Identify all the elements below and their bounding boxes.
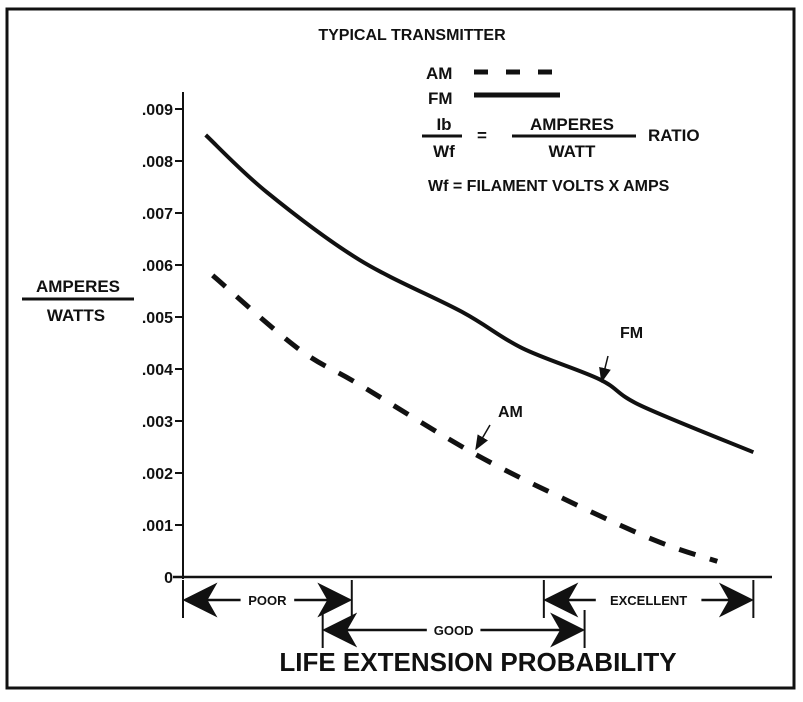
annotations-layer: FM AM [475, 325, 643, 451]
y-tick-label: .007 [142, 206, 173, 223]
range-poor-label: POOR [248, 593, 287, 608]
ylabel-denominator: WATTS [47, 306, 105, 325]
frame [5, 7, 796, 690]
annotation-am-label: AM [498, 404, 523, 421]
range-poor: POOR [182, 580, 353, 618]
ylabel-numerator: AMPERES [36, 277, 120, 296]
y-tick-label: .005 [142, 310, 173, 327]
series-am-line [211, 273, 719, 564]
x-axis-title: LIFE EXTENSION PROBABILITY [279, 647, 676, 677]
formula-lhs-num: Ib [436, 115, 451, 134]
formula-rhs-den: WATT [549, 142, 597, 161]
legend-fm-label: FM [428, 89, 453, 108]
y-tick-label: .002 [142, 466, 173, 483]
formula-lhs-den: Wf [433, 142, 455, 161]
y-tick-label: .009 [142, 102, 173, 119]
y-tick-label: .008 [142, 154, 173, 171]
range-good-label: GOOD [434, 623, 474, 638]
legend-am-label: AM [426, 64, 452, 83]
y-tick-label: .001 [142, 518, 173, 535]
y-tick-label: .006 [142, 258, 173, 275]
legend-note: Wf = FILAMENT VOLTS X AMPS [428, 178, 670, 195]
range-good: GOOD [321, 610, 586, 648]
chart-title: TYPICAL TRANSMITTER [318, 27, 506, 44]
ranges-layer: POOR GOOD EXCELLENT [182, 580, 755, 648]
series-fm-line [204, 133, 755, 455]
formula-rhs-num: AMPERES [530, 115, 614, 134]
axes: 0 .001 .002 .003 .004 .005 .006 .007 .008 .009 [142, 92, 772, 587]
y-tick-label: 0 [164, 570, 173, 587]
annotation-fm-arrow [599, 355, 611, 383]
formula-suffix: RATIO [648, 126, 700, 145]
range-excellent-label: EXCELLENT [610, 593, 687, 608]
legend: AM FM Ib Wf = AMPERES WATT RATIO Wf = FI… [422, 64, 700, 195]
series-layer [204, 133, 755, 564]
range-excellent: EXCELLENT [542, 580, 755, 618]
annotation-fm-label: FM [620, 325, 643, 342]
y-tick-label: .004 [142, 362, 173, 379]
annotation-am-arrow [475, 424, 491, 451]
formula-equals: = [477, 126, 487, 145]
y-tick-label: .003 [142, 414, 173, 431]
